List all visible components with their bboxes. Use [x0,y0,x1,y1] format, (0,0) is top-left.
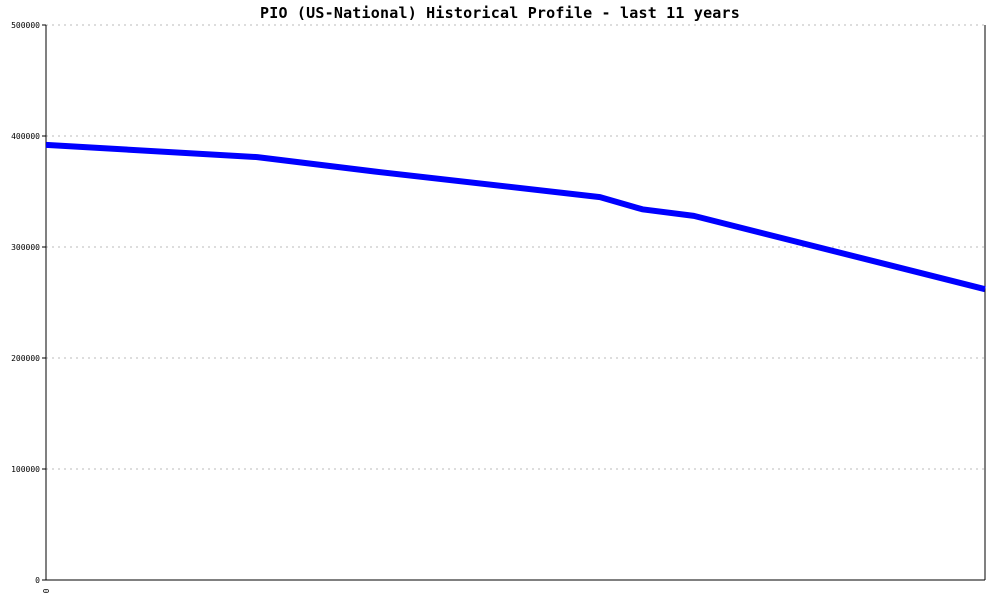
axes [42,24,986,581]
y-tick-label: 500000 [11,21,40,30]
x-tick-label: 0 [42,588,51,593]
grid-lines [46,24,985,470]
series-line [45,141,986,293]
y-tick-label: 400000 [11,132,40,141]
y-tick-label: 200000 [11,354,40,363]
chart-title: PIO (US-National) Historical Profile - l… [260,4,740,22]
y-tick-label: 300000 [11,243,40,252]
y-tick-label: 0 [35,576,40,585]
series-layer [45,141,986,293]
y-tick-label: 100000 [11,465,40,474]
tick-labels: 0 100000 200000 300000 400000 500000 0 [11,21,51,593]
